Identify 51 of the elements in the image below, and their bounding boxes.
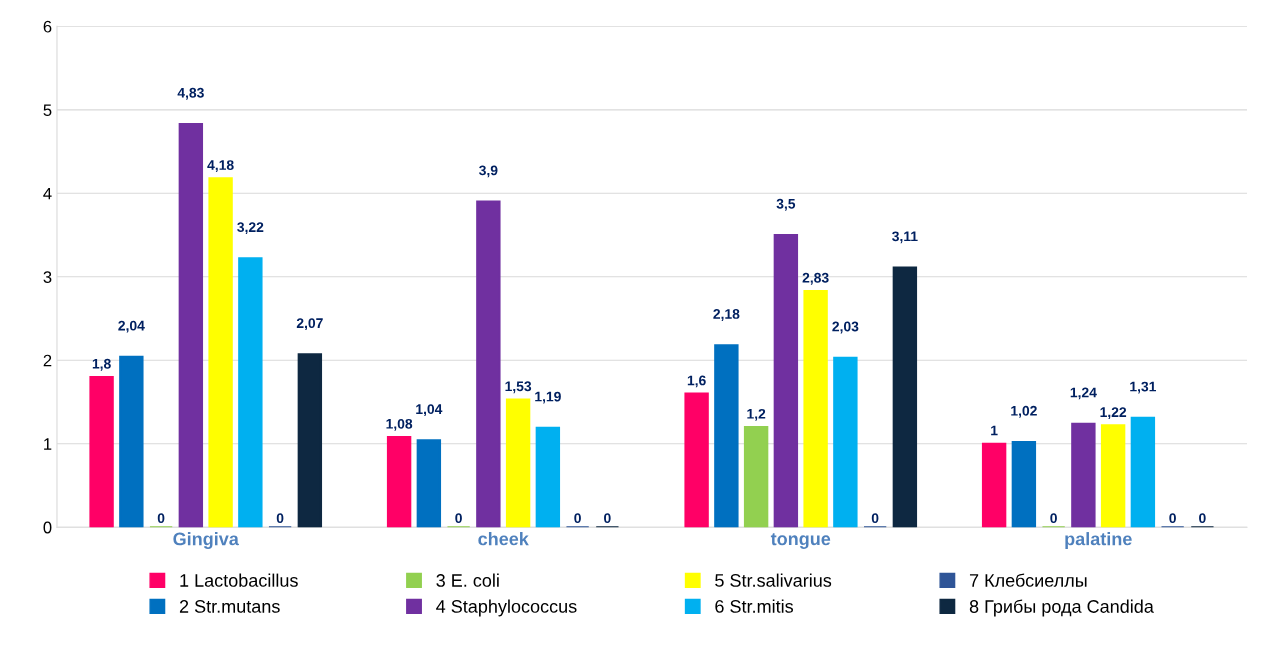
y-tick-label: 5 xyxy=(43,104,52,117)
legend-label: 5 Str.salivarius xyxy=(715,573,832,587)
data-label: 1,31 xyxy=(1130,381,1157,394)
data-label: 0 xyxy=(1199,513,1206,524)
data-label: 2,04 xyxy=(118,320,145,333)
legend-label: 6 Str.mitis xyxy=(715,599,794,613)
y-tick-label: 2 xyxy=(43,354,52,367)
data-label: 0 xyxy=(871,513,879,524)
y-tick-label: 0 xyxy=(43,521,52,534)
x-tick-label: cheek xyxy=(478,532,529,546)
data-label: 1,04 xyxy=(416,404,443,417)
data-label: 0 xyxy=(604,513,611,524)
legend-label: 1 Lactobacillus xyxy=(180,573,298,587)
legend-label: 3 E. coli xyxy=(436,573,499,587)
data-label: 4,83 xyxy=(177,87,204,100)
data-label: 0 xyxy=(455,513,462,524)
data-label: 0 xyxy=(1169,513,1176,524)
data-label: 2,03 xyxy=(832,321,859,334)
data-label: 1 xyxy=(991,425,998,436)
y-tick-label: 3 xyxy=(43,271,52,283)
legend-label: 2 Str.mutans xyxy=(179,600,280,613)
data-label: 3,9 xyxy=(479,165,498,178)
y-tick-label: 6 xyxy=(43,20,52,33)
data-label: 1,2 xyxy=(747,408,766,421)
data-label: 0 xyxy=(1050,513,1057,524)
data-label: 2,83 xyxy=(802,272,829,285)
data-label: 1,8 xyxy=(92,358,111,371)
data-label: 4,18 xyxy=(207,160,234,172)
legend-label: 4 Staphylococcus xyxy=(436,599,577,617)
data-label: 1,02 xyxy=(1011,405,1037,418)
data-label: 1,53 xyxy=(505,381,532,394)
data-label: 1,22 xyxy=(1100,407,1127,420)
data-label: 1,6 xyxy=(687,375,706,388)
data-label: 1,08 xyxy=(386,418,413,431)
data-label: 1,19 xyxy=(535,391,561,404)
data-label: 3,5 xyxy=(776,198,796,211)
x-tick-label: Gingiva xyxy=(173,532,239,549)
data-label: 0 xyxy=(157,513,165,524)
x-tick-label: palatine xyxy=(1065,532,1132,549)
data-label: 2,07 xyxy=(296,318,323,331)
data-label: 0 xyxy=(574,513,581,524)
legend-label: 7 Клебсиеллы xyxy=(969,573,1087,587)
data-label: 2,18 xyxy=(713,309,740,321)
data-label: 0 xyxy=(276,513,284,524)
data-label: 3,22 xyxy=(237,222,264,235)
legend-label: 8 Грибы рода Candida xyxy=(969,599,1154,617)
data-label: 1,24 xyxy=(1070,387,1097,400)
x-tick-label: tongue xyxy=(770,533,831,549)
y-tick-label: 4 xyxy=(43,187,52,200)
y-tick-label: 1 xyxy=(44,438,52,450)
data-label: 3,11 xyxy=(892,231,918,244)
